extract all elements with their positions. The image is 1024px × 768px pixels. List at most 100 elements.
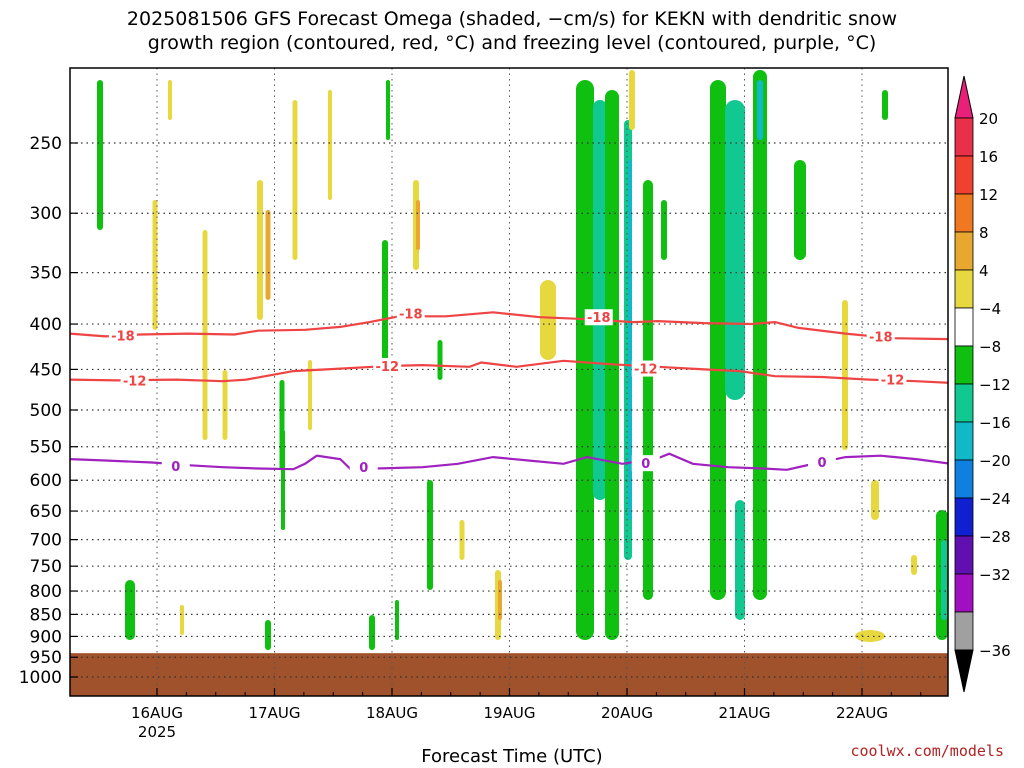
omega-shade-cell bbox=[941, 540, 947, 620]
y-tick-label: 950 bbox=[30, 648, 62, 668]
omega-shade-cell bbox=[168, 80, 172, 120]
y-tick-label: 550 bbox=[30, 438, 62, 458]
y-tick-label: 1000 bbox=[19, 668, 62, 688]
omega-shade-cell bbox=[257, 180, 263, 320]
omega-shade-cell bbox=[222, 370, 228, 440]
colorbar-label: −16 bbox=[979, 414, 1011, 432]
contour-line bbox=[70, 311, 948, 341]
omega-shade-cell bbox=[369, 615, 375, 650]
x-tick-label: 21AUG bbox=[719, 704, 771, 722]
colorbar-label: 16 bbox=[979, 148, 998, 166]
omega-shade-cell bbox=[97, 80, 103, 230]
contour-label: 0 bbox=[171, 460, 180, 475]
colorbar-label: −4 bbox=[979, 300, 1001, 318]
contour-label-bg bbox=[878, 371, 907, 388]
omega-shade-cell bbox=[125, 580, 135, 640]
contour-label: -12 bbox=[881, 374, 905, 389]
omega-shade-cell bbox=[395, 600, 399, 640]
colorbar-segment bbox=[954, 193, 974, 233]
colorbar-segment bbox=[954, 117, 974, 157]
x-tick-label: 22AUG bbox=[836, 704, 888, 722]
colorbar-segment bbox=[954, 535, 974, 575]
omega-shade-cell bbox=[308, 360, 312, 430]
y-tick-label: 900 bbox=[30, 627, 62, 647]
y-tick-label: 350 bbox=[30, 264, 62, 284]
contour-label: -12 bbox=[376, 360, 400, 375]
y-tick-label: 650 bbox=[30, 502, 62, 522]
omega-shade-cell bbox=[328, 90, 332, 200]
y-tick-label: 700 bbox=[30, 531, 62, 551]
colorbar-label: −8 bbox=[979, 338, 1001, 356]
y-tick-label: 300 bbox=[30, 204, 62, 224]
contour-label-bg bbox=[108, 327, 137, 344]
contour-label-bg bbox=[808, 453, 836, 470]
omega-shade-cell bbox=[882, 90, 888, 120]
contour-label: -18 bbox=[587, 311, 611, 326]
omega-shade-cell bbox=[661, 200, 667, 260]
y-tick-label: 850 bbox=[30, 605, 62, 625]
omega-shade-cell bbox=[629, 70, 635, 130]
colorbar-label: −12 bbox=[979, 376, 1011, 394]
x-tick-label: 17AUG bbox=[249, 704, 301, 722]
axes-layer: 2503003504004505005506006507007508008509… bbox=[19, 67, 949, 741]
omega-shade-cell bbox=[855, 630, 885, 642]
y-tick-label: 800 bbox=[30, 582, 62, 602]
contour-label: -18 bbox=[869, 330, 893, 345]
omega-shade-cell bbox=[593, 100, 607, 500]
contour-label-bg bbox=[120, 372, 149, 389]
omega-shade-cell bbox=[416, 200, 420, 250]
colorbar-label: −28 bbox=[979, 528, 1011, 546]
contour-label: -12 bbox=[634, 363, 658, 378]
site-credit: coolwx.com/models bbox=[850, 742, 1004, 760]
contour-label: 0 bbox=[359, 461, 368, 476]
colorbar-label: 20 bbox=[979, 110, 998, 128]
colorbar-legend: 20 16 12 8 4 −4 −8 −12 −16 −20 −24 −28 −32 −36 bbox=[954, 75, 1011, 693]
colorbar-label: −32 bbox=[979, 566, 1011, 584]
omega-shade-cell bbox=[386, 80, 390, 140]
omega-shade-cell bbox=[437, 340, 443, 380]
omega-shade-cell bbox=[725, 100, 745, 400]
contour-label-bg bbox=[161, 457, 190, 474]
x-tick-label: 18AUG bbox=[366, 704, 418, 722]
omega-shade-cell bbox=[265, 210, 271, 300]
chart-title-line-2: growth region (contoured, red, °C) and f… bbox=[147, 32, 877, 54]
omega-shade-cell bbox=[757, 80, 763, 140]
colorbar-segment bbox=[954, 459, 974, 499]
contour-line bbox=[70, 359, 948, 384]
contour-label-bg bbox=[396, 305, 425, 322]
contour-line bbox=[70, 452, 948, 472]
x-tick-label: 19AUG bbox=[484, 704, 536, 722]
y-tick-label: 450 bbox=[30, 360, 62, 380]
x-tick-label: 16AUG bbox=[131, 704, 183, 722]
omega-shade-cell bbox=[180, 605, 184, 635]
contour-label: 0 bbox=[817, 456, 826, 471]
colorbar-segment bbox=[954, 573, 974, 613]
x-tick-sublabel: 2025 bbox=[138, 723, 176, 741]
contour-label: -12 bbox=[123, 374, 147, 389]
colorbar-label: 4 bbox=[979, 262, 989, 280]
omega-shade-cell bbox=[710, 80, 726, 600]
colorbar-segment bbox=[954, 155, 974, 195]
colorbar-top-arrow bbox=[954, 75, 974, 119]
omega-shade-cell bbox=[540, 280, 556, 360]
omega-shade-cell bbox=[152, 200, 158, 330]
contour-label-bg bbox=[373, 357, 402, 374]
omega-shade-cell bbox=[871, 480, 879, 520]
contour-layer: -18 -18 -18 -18 -12 -12 -12 -12 0 0 0 0 bbox=[70, 305, 948, 476]
colorbar-segment bbox=[954, 497, 974, 537]
omega-shade-cell bbox=[735, 500, 745, 620]
contour-label: -18 bbox=[399, 307, 423, 322]
contour-label-bg bbox=[866, 328, 895, 345]
colorbar-bottom-arrow bbox=[954, 649, 974, 693]
colorbar-segment bbox=[954, 611, 974, 651]
colorbar-segment bbox=[954, 307, 974, 347]
omega-shade-cell bbox=[794, 160, 806, 260]
omega-shade-cell bbox=[382, 240, 388, 370]
contour-label-bg bbox=[349, 459, 378, 476]
x-tick-label: 20AUG bbox=[601, 704, 653, 722]
omega-shade-cell bbox=[265, 620, 271, 650]
colorbar-label: 12 bbox=[979, 186, 998, 204]
y-tick-label: 500 bbox=[30, 401, 62, 421]
omega-shade-cell bbox=[576, 80, 594, 640]
y-tick-label: 600 bbox=[30, 471, 62, 491]
